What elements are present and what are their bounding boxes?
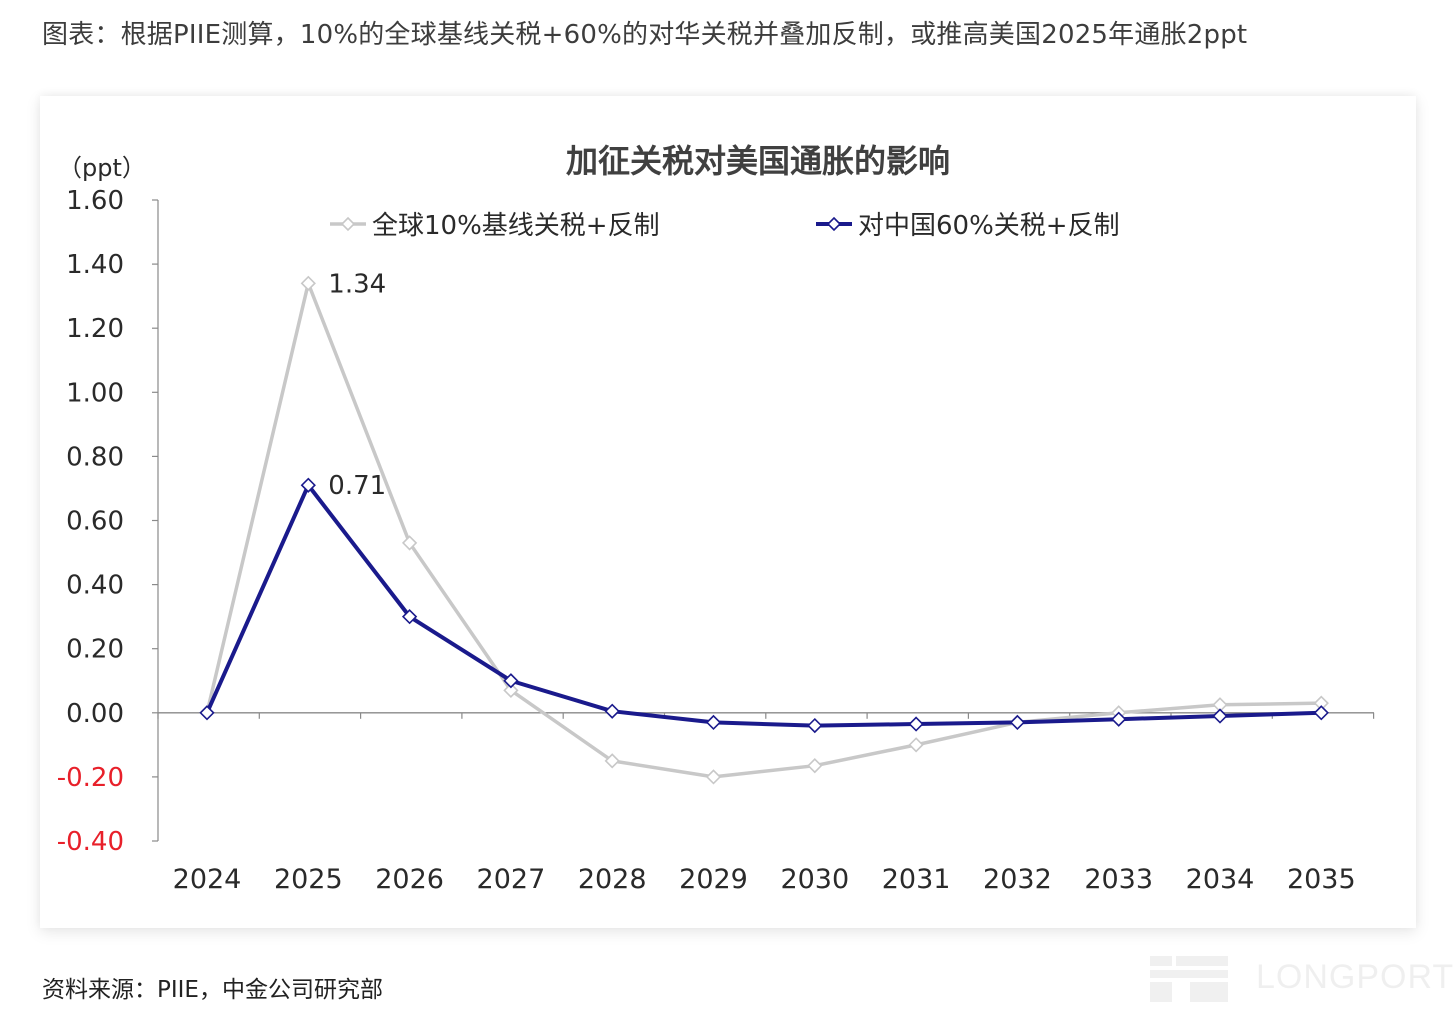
data-point-marker	[300, 477, 316, 493]
data-point-marker	[503, 673, 519, 689]
data-point-marker	[401, 609, 418, 625]
data-label: 1.34	[328, 269, 386, 299]
data-point-marker	[807, 758, 823, 774]
legend-item-2: 对中国60%关税+反制	[816, 211, 1120, 241]
data-label: 0.71	[328, 471, 386, 501]
data-point-marker	[908, 737, 924, 753]
longport-watermark: LONGPORT	[1150, 950, 1453, 1010]
y-tick-label: 0.60	[66, 507, 124, 537]
x-tick-label: 2034	[1186, 864, 1255, 895]
data-point-marker	[1212, 708, 1228, 724]
y-axis-unit-label: （ppt）	[58, 154, 146, 182]
x-tick-label: 2025	[274, 864, 343, 895]
y-tick-label: -0.20	[57, 763, 124, 793]
data-point-marker	[503, 682, 519, 698]
y-tick-label: 0.40	[66, 571, 124, 601]
source-note: 资料来源：PIIE，中金公司研究部	[42, 977, 383, 1003]
figure-caption: 图表：根据PIIE测算，10%的全球基线关税+60%的对华关税并叠加反制，或推高…	[42, 20, 1248, 50]
y-tick-label: 0.20	[66, 635, 124, 665]
data-point-marker	[705, 769, 722, 785]
chart-series	[199, 275, 1329, 785]
y-tick-label: 1.40	[66, 250, 124, 280]
chart-panel: 加征关税对美国通胀的影响 （ppt） 全球10%基线关税+反制 对中国60%关税+…	[40, 96, 1416, 928]
x-tick-label: 2035	[1287, 864, 1356, 895]
data-point-marker	[807, 717, 823, 734]
chart-legend: 全球10%基线关税+反制 对中国60%关税+反制	[330, 211, 1120, 241]
x-tick-label: 2026	[375, 864, 444, 895]
x-tick-label: 2033	[1084, 864, 1153, 895]
line-chart: 加征关税对美国通胀的影响 （ppt） 全球10%基线关税+反制 对中国60%关税+…	[57, 142, 1375, 895]
chart-axes: 1.60 1.40 1.20 1.00 0.80 0.60 0.40 0.20 0.00 -0.2…	[57, 186, 1375, 895]
data-point-marker	[604, 703, 620, 719]
series-line	[205, 483, 1324, 728]
x-tick-label: 2028	[578, 864, 647, 895]
x-tick-label: 2029	[679, 864, 748, 895]
longport-wordmark: LONGPORT	[1256, 958, 1454, 996]
y-tick-label: 0.80	[66, 442, 124, 472]
x-tick-label: 2032	[983, 864, 1052, 895]
series-2	[199, 477, 1329, 734]
data-point-marker	[300, 275, 316, 291]
chart-title: 加征关税对美国通胀的影响	[566, 142, 950, 180]
y-tick-label: 1.60	[66, 186, 124, 216]
data-point-marker	[604, 753, 620, 769]
legend-label: 全球10%基线关税+反制	[372, 211, 660, 241]
data-labels: 1.34 0.71	[328, 269, 386, 501]
data-point-marker	[908, 716, 924, 732]
series-line	[205, 281, 1324, 779]
legend-label: 对中国60%关税+反制	[858, 211, 1120, 241]
y-tick-label: -0.40	[57, 827, 124, 857]
data-point-marker	[1009, 714, 1026, 731]
longport-logo-icon	[1150, 956, 1228, 1002]
data-point-marker	[401, 535, 418, 551]
x-tick-label: 2027	[477, 864, 546, 895]
x-tick-label: 2024	[173, 864, 242, 895]
legend-marker-icon	[826, 216, 842, 232]
x-tick-label: 2031	[882, 864, 951, 895]
x-tick-label: 2030	[780, 864, 849, 895]
legend-marker-icon	[340, 216, 356, 232]
data-point-marker	[1313, 705, 1329, 721]
y-tick-label: 1.00	[66, 378, 124, 408]
y-tick-label: 1.20	[66, 314, 124, 344]
legend-item-1: 全球10%基线关税+反制	[330, 211, 660, 241]
data-point-marker	[1111, 711, 1127, 727]
data-point-marker	[705, 714, 722, 731]
data-point-marker	[199, 705, 215, 721]
y-tick-label: 0.00	[66, 699, 124, 729]
series-1	[199, 275, 1329, 785]
